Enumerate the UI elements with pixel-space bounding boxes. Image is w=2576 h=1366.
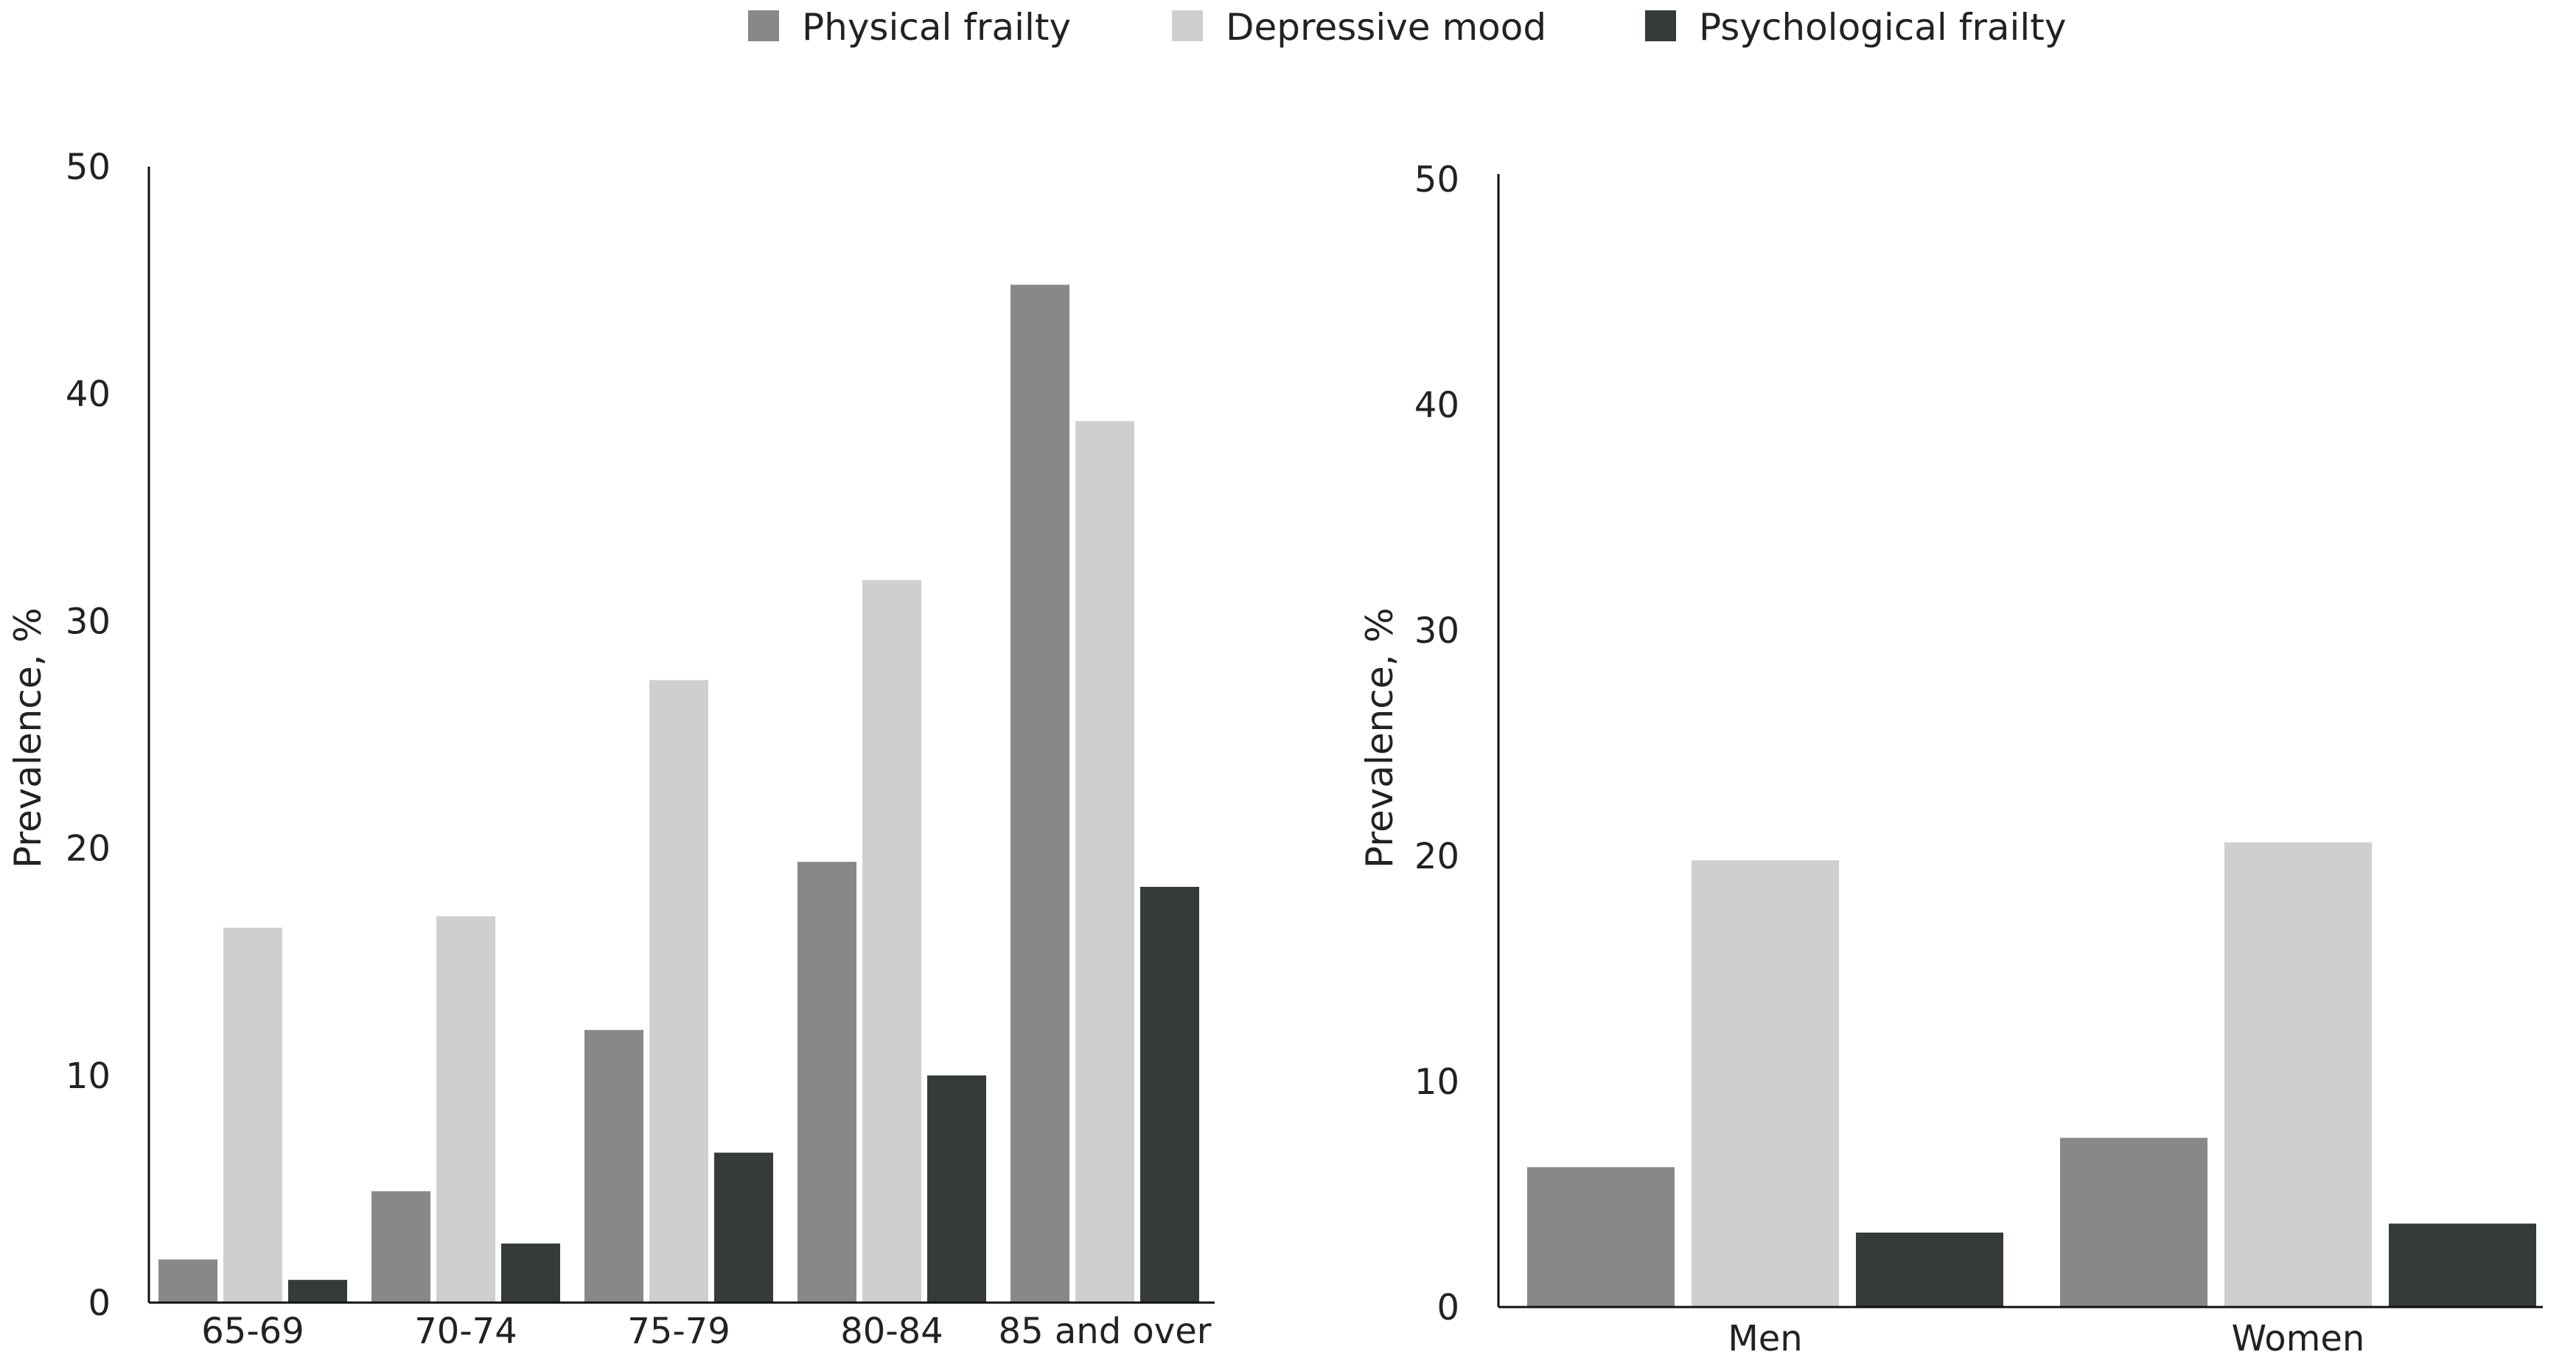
bar-75-79-depressive-mood <box>649 680 708 1303</box>
x-tick-label-65-69: 65-69 <box>201 1311 304 1352</box>
bars <box>1527 842 2536 1307</box>
x-tick-label-70-74: 70-74 <box>414 1311 517 1352</box>
bar-80-84-physical-frailty <box>797 862 856 1303</box>
y-tick-label-10: 10 <box>66 1056 111 1097</box>
chart-age-groups: Prevalence, % 0 10 20 30 40 50 65-69 70-74 75-7… <box>7 147 1215 1352</box>
bars <box>158 285 1199 1303</box>
bar-70-74-physical-frailty <box>371 1191 430 1303</box>
y-axis-ticks: 0 10 20 30 40 50 <box>1414 159 1459 1328</box>
y-axis-ticks: 0 10 20 30 40 50 <box>66 147 111 1324</box>
bar-65-69-physical-frailty <box>158 1259 217 1303</box>
chart-sex: Prevalence, % 0 10 20 30 40 50 Men Women <box>1358 159 2543 1359</box>
bar-men-physical-frailty <box>1527 1167 1675 1307</box>
bar-85-and-over-depressive-mood <box>1075 421 1134 1303</box>
bar-women-psychological-frailty <box>2389 1223 2536 1307</box>
bar-women-physical-frailty <box>2060 1137 2207 1307</box>
y-tick-label-0: 0 <box>1437 1287 1459 1328</box>
bar-75-79-psychological-frailty <box>714 1152 773 1303</box>
y-tick-label-50: 50 <box>1414 159 1459 201</box>
y-tick-label-20: 20 <box>1414 836 1459 877</box>
x-tick-label-men: Men <box>1728 1318 1802 1359</box>
bar-80-84-depressive-mood <box>862 579 921 1303</box>
legend-label-psychological-frailty: Psychological frailty <box>1699 6 2067 49</box>
bar-men-depressive-mood <box>1692 860 1839 1307</box>
bar-men-psychological-frailty <box>1856 1233 2003 1307</box>
bar-65-69-depressive-mood <box>223 927 282 1303</box>
y-tick-label-40: 40 <box>1414 385 1459 426</box>
y-tick-label-20: 20 <box>66 829 111 870</box>
x-axis-labels: Men Women <box>1728 1318 2364 1359</box>
legend-swatch-psychological-frailty <box>1645 10 1676 41</box>
bar-70-74-depressive-mood <box>436 916 495 1303</box>
bar-women-depressive-mood <box>2224 842 2372 1307</box>
y-tick-label-0: 0 <box>88 1283 111 1324</box>
legend: Physical frailty Depressive mood Psychol… <box>748 6 2067 49</box>
y-axis-title: Prevalence, % <box>1358 607 1401 868</box>
bar-80-84-psychological-frailty <box>927 1075 986 1303</box>
legend-label-depressive-mood: Depressive mood <box>1226 6 1546 49</box>
y-tick-label-30: 30 <box>66 601 111 642</box>
y-tick-label-10: 10 <box>1414 1062 1459 1103</box>
x-tick-label-85-and-over: 85 and over <box>999 1311 1212 1352</box>
bar-65-69-psychological-frailty <box>288 1280 347 1303</box>
x-tick-label-75-79: 75-79 <box>627 1311 730 1352</box>
y-tick-label-40: 40 <box>66 374 111 415</box>
x-tick-label-women: Women <box>2232 1318 2365 1359</box>
legend-swatch-depressive-mood <box>1172 10 1203 41</box>
x-axis-labels: 65-69 70-74 75-79 80-84 85 and over <box>201 1311 1211 1352</box>
bar-85-and-over-physical-frailty <box>1010 285 1069 1303</box>
bar-70-74-psychological-frailty <box>501 1243 560 1303</box>
legend-swatch-physical-frailty <box>748 10 779 41</box>
y-axis-title: Prevalence, % <box>7 607 49 868</box>
x-tick-label-80-84: 80-84 <box>840 1311 943 1352</box>
legend-label-physical-frailty: Physical frailty <box>802 6 1071 49</box>
bar-85-and-over-psychological-frailty <box>1140 886 1199 1303</box>
bar-75-79-physical-frailty <box>584 1030 643 1303</box>
y-tick-label-50: 50 <box>66 147 111 188</box>
y-tick-label-30: 30 <box>1414 610 1459 652</box>
